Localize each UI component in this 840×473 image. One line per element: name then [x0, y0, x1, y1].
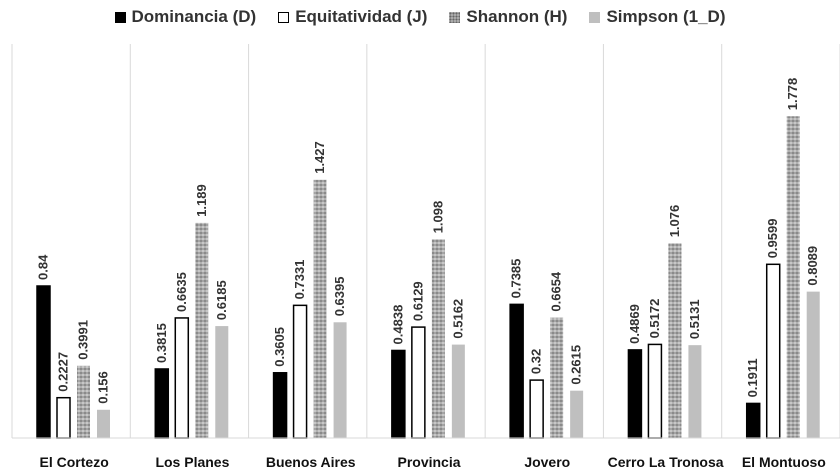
legend: Dominancia (D) Equitatividad (J) Shannon… — [0, 4, 840, 30]
legend-swatch-shannon — [449, 11, 461, 23]
legend-item-shannon: Shannon (H) — [449, 7, 567, 27]
value-label-simpson: 0.8089 — [805, 246, 820, 286]
legend-swatch-simpson — [589, 11, 601, 23]
bar-simpson — [688, 345, 702, 438]
value-label-shannon: 1.189 — [194, 184, 209, 217]
bar-dominancia — [509, 303, 524, 439]
value-label-dominancia: 0.3815 — [154, 323, 169, 363]
value-label-equitatividad: 0.9599 — [765, 219, 780, 259]
value-label-dominancia: 0.4869 — [627, 304, 642, 344]
value-label-equitatividad: 0.6129 — [410, 281, 425, 321]
category-label: Los Planes — [155, 454, 229, 470]
value-label-simpson: 0.5162 — [450, 299, 465, 339]
bar-shannon — [195, 222, 209, 438]
legend-label-simpson: Simpson (1_D) — [606, 7, 726, 26]
legend-swatch-dominancia — [114, 11, 126, 23]
bar-equitatividad — [529, 379, 544, 439]
value-label-simpson: 0.6395 — [332, 277, 347, 317]
value-label-equitatividad: 0.7331 — [292, 260, 307, 300]
legend-item-dominancia: Dominancia (D) — [114, 7, 257, 27]
bar-shannon — [668, 243, 682, 438]
value-label-shannon: 0.6654 — [549, 271, 564, 312]
value-label-dominancia: 0.4838 — [390, 305, 405, 345]
legend-item-equitatividad: Equitatividad (J) — [278, 7, 427, 27]
value-label-equitatividad: 0.5172 — [647, 299, 662, 339]
bar-equitatividad — [411, 326, 426, 439]
bar-simpson — [333, 322, 347, 438]
value-label-shannon: 1.076 — [667, 205, 682, 238]
value-label-equitatividad: 0.6635 — [174, 272, 189, 312]
bar-dominancia — [272, 372, 288, 439]
value-label-shannon: 1.427 — [312, 141, 327, 174]
value-label-dominancia: 0.1911 — [745, 358, 760, 397]
bar-equitatividad — [56, 396, 71, 439]
value-label-dominancia: 0.7385 — [509, 259, 524, 299]
bar-shannon — [313, 179, 327, 439]
legend-label-equitatividad: Equitatividad (J) — [295, 7, 428, 26]
category-label: El Montuoso — [742, 454, 826, 470]
value-label-equitatividad: 0.32 — [529, 349, 544, 374]
bar-equitatividad — [765, 263, 781, 439]
bar-shannon — [786, 116, 800, 439]
bar-simpson — [806, 291, 820, 438]
legend-label-shannon: Shannon (H) — [466, 7, 568, 26]
value-label-dominancia: 0.3605 — [272, 327, 287, 367]
bar-dominancia — [36, 285, 51, 439]
bar-dominancia — [154, 368, 170, 439]
bar-equitatividad — [174, 317, 190, 439]
bar-simpson — [570, 390, 584, 438]
legend-label-dominancia: Dominancia (D) — [131, 7, 257, 26]
bar-dominancia — [627, 349, 643, 439]
bar-simpson — [215, 326, 229, 438]
value-label-shannon: 1.098 — [430, 201, 445, 234]
legend-swatch-equitatividad — [278, 11, 290, 23]
value-label-simpson: 0.6185 — [214, 280, 229, 320]
category-label: El Cortezo — [40, 454, 109, 470]
category-label: Jovero — [524, 454, 570, 470]
category-label: Buenos Aires — [266, 454, 356, 470]
bar-shannon — [77, 365, 90, 438]
value-label-shannon: 1.778 — [785, 78, 800, 111]
bar-equitatividad — [647, 343, 663, 439]
value-label-equitatividad: 0.2227 — [56, 352, 71, 392]
bar-equitatividad — [292, 304, 308, 439]
value-label-shannon: 0.3991 — [76, 320, 91, 360]
bar-simpson — [451, 344, 465, 438]
bar-simpson — [97, 409, 110, 438]
value-label-simpson: 0.2615 — [569, 345, 584, 385]
bar-shannon — [550, 317, 564, 438]
bar-shannon — [431, 239, 445, 438]
bar-dominancia — [391, 349, 406, 439]
value-label-dominancia: 0.84 — [36, 254, 51, 280]
value-label-simpson: 0.5131 — [687, 299, 702, 339]
category-label: Cerro La Tronosa — [608, 454, 724, 470]
value-label-simpson: 0.156 — [96, 371, 111, 404]
category-label: Provincia — [397, 454, 460, 470]
bar-dominancia — [745, 402, 761, 439]
legend-item-simpson: Simpson (1_D) — [589, 7, 726, 27]
